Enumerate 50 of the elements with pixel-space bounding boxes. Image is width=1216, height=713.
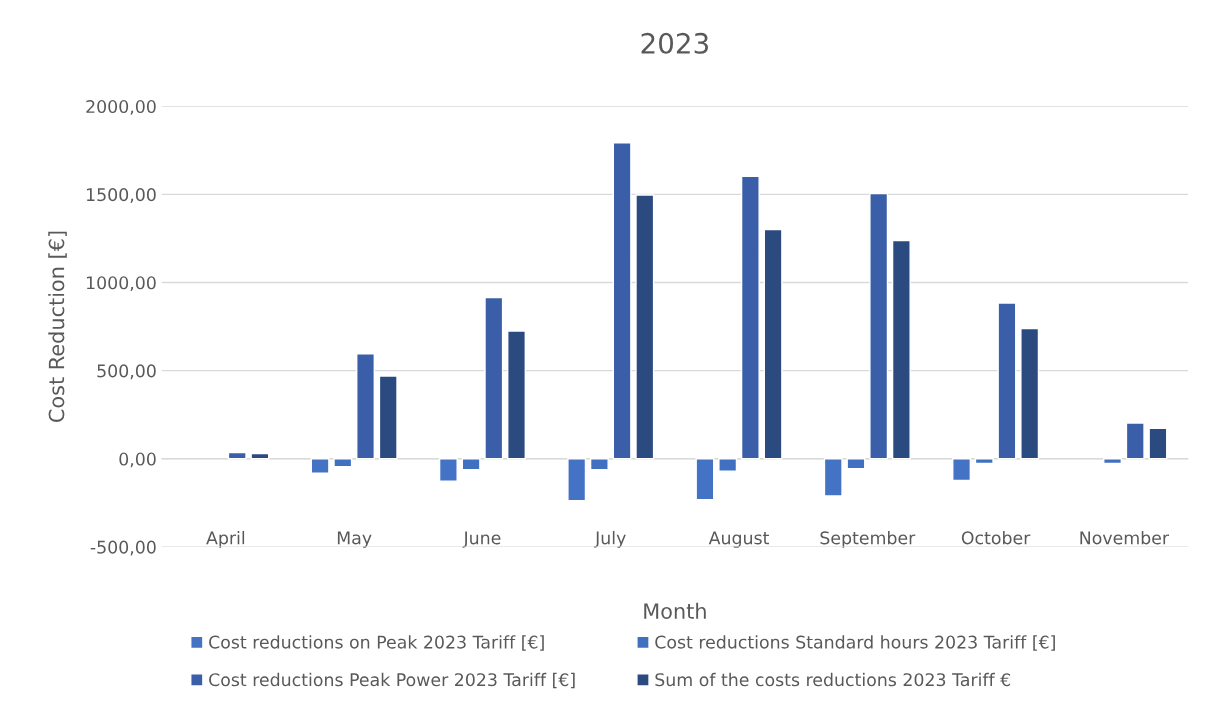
- legend-label: Cost reductions on Peak 2023 Tariff [€]: [209, 635, 544, 651]
- bar: [438, 458, 458, 482]
- bar: [974, 458, 994, 465]
- legend-label: Sum of the costs reductions 2023 Tariff €: [655, 672, 1011, 687]
- bar: [635, 194, 655, 460]
- bar: [507, 330, 526, 460]
- x-tick-label: April: [206, 530, 245, 548]
- y-tick-label: 1000,00: [86, 276, 156, 292]
- bar: [846, 458, 866, 470]
- y-tick-label: 1500,00: [86, 188, 156, 203]
- x-axis-title: Month: [644, 602, 706, 619]
- bar: [567, 458, 587, 502]
- y-tick-label: 2000,00: [86, 99, 156, 115]
- x-tick-label: September: [820, 530, 916, 548]
- y-tick-label: -500,00: [90, 540, 156, 556]
- bar: [227, 451, 247, 460]
- bar: [356, 353, 375, 460]
- bar: [310, 458, 330, 474]
- x-tick-label: July: [594, 530, 626, 548]
- bar: [997, 302, 1017, 460]
- bar: [763, 228, 783, 460]
- y-axis-title: Cost Reduction [€]: [48, 231, 67, 422]
- bar: [333, 458, 353, 468]
- x-tick-label: October: [961, 530, 1031, 545]
- legend-label: Cost reductions Standard hours 2023 Tariff [€]: [655, 635, 1055, 651]
- x-tick-label: November: [1080, 530, 1170, 545]
- bar: [1125, 422, 1145, 460]
- legend-label: Cost reductions Peak Power 2023 Tariff [€]: [209, 672, 575, 689]
- bar: [869, 192, 889, 460]
- bar: [484, 296, 504, 460]
- x-tick-label: May: [337, 531, 372, 548]
- x-tick-label: August: [708, 531, 769, 548]
- bar: [250, 452, 270, 460]
- x-tick-label: June: [462, 531, 501, 548]
- bar: [1103, 458, 1123, 465]
- bar: [695, 458, 715, 501]
- bar: [952, 458, 972, 482]
- bar: [740, 175, 760, 460]
- bar: [378, 375, 398, 460]
- bar: [1020, 327, 1040, 460]
- bar: [612, 142, 632, 460]
- chart-title: 2023: [641, 32, 708, 54]
- bar: [891, 239, 911, 460]
- bar: [461, 458, 481, 471]
- y-tick-label: 0,00: [119, 452, 156, 468]
- bar: [589, 458, 609, 471]
- y-tick-label: 500,00: [97, 364, 156, 380]
- bar: [718, 458, 738, 472]
- bar: [823, 458, 843, 497]
- bar: [1148, 427, 1168, 460]
